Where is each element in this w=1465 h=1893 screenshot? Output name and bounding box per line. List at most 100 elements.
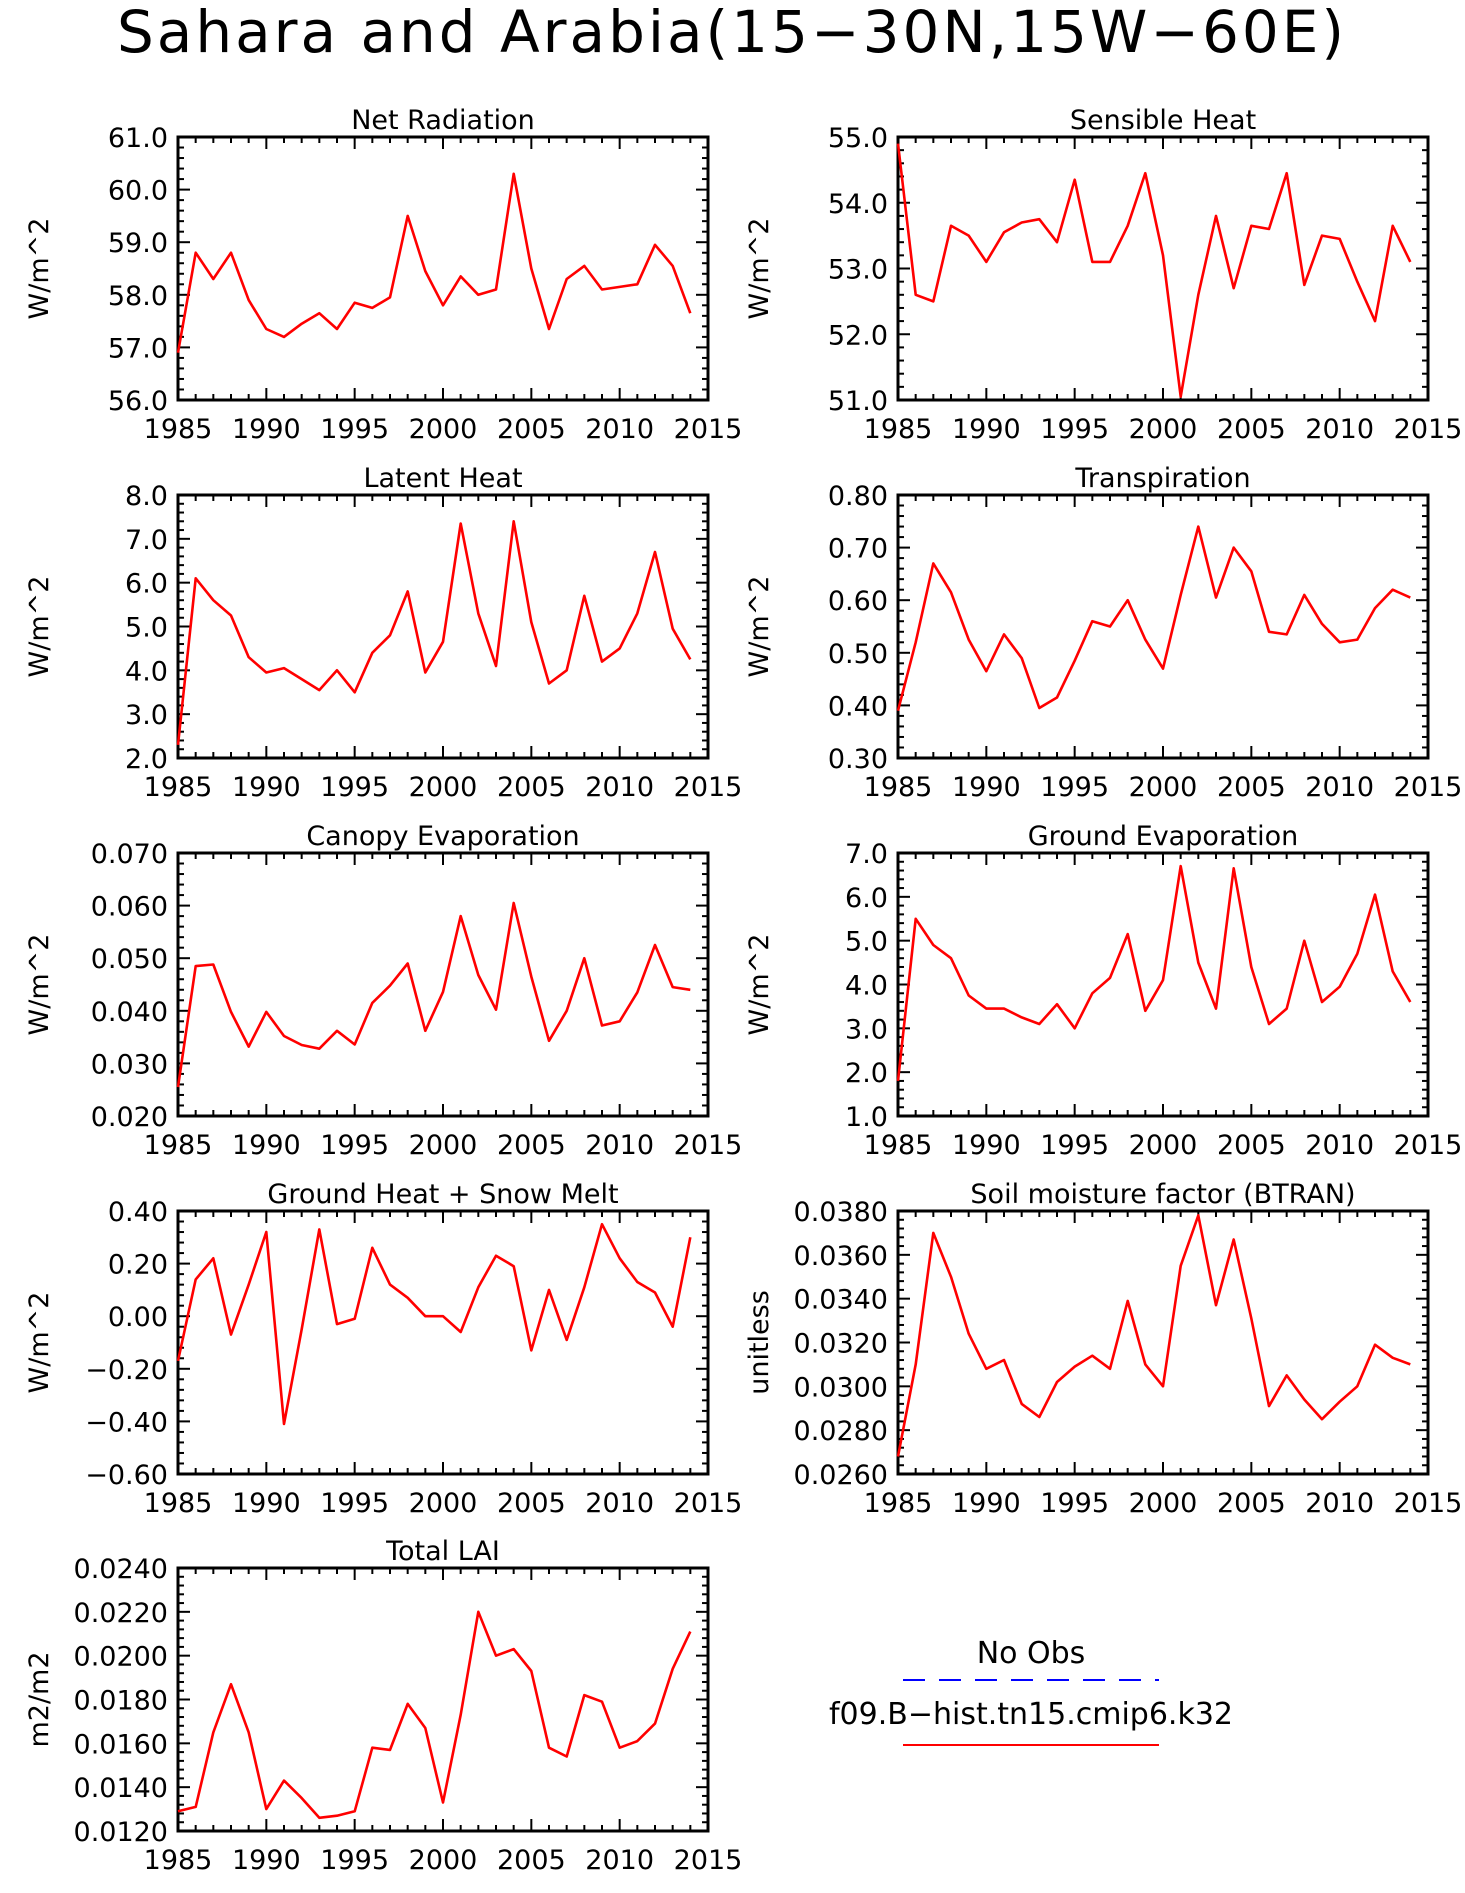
y-tick-label: 56.0 bbox=[108, 386, 168, 417]
y-tick-label: 0.0340 bbox=[794, 1285, 888, 1316]
series-line-net-radiation bbox=[176, 172, 692, 353]
x-tick-label: 1990 bbox=[232, 1488, 301, 1519]
y-tick-label: 7.0 bbox=[845, 839, 888, 870]
y-tick-label: 0.60 bbox=[828, 586, 888, 617]
x-tick-label: 2005 bbox=[497, 772, 566, 803]
y-tick-label: 0.40 bbox=[828, 691, 888, 722]
series-line-ground-heat-snow-melt bbox=[176, 1222, 692, 1426]
y-tick-label: 54.0 bbox=[828, 189, 888, 220]
x-tick-label: 1985 bbox=[144, 1845, 213, 1876]
x-tick-label: 2000 bbox=[1129, 1130, 1198, 1161]
y-tick-label: 0.0380 bbox=[794, 1197, 888, 1228]
panel-transpiration: Transpiration W/m^2 0.30 0.40 0.50 0.60 0.70 0.… bbox=[744, 463, 1462, 803]
y-tick-label: 59.0 bbox=[108, 228, 168, 259]
y-tick-label: 52.0 bbox=[828, 320, 888, 351]
y-tick-label: 4.0 bbox=[845, 971, 888, 1002]
x-tick-label: 2010 bbox=[1305, 1130, 1374, 1161]
x-tick-label: 2015 bbox=[1394, 1488, 1463, 1519]
y-tick-label: 0.0180 bbox=[74, 1686, 168, 1717]
y-tick-label: 0.0160 bbox=[74, 1729, 168, 1760]
x-tick-label: 1995 bbox=[1040, 1488, 1109, 1519]
y-tick-label: 0.0140 bbox=[74, 1773, 168, 1804]
x-tick-label: 2000 bbox=[409, 1488, 478, 1519]
y-axis-label: m2/m2 bbox=[24, 1651, 55, 1747]
x-tick-label: 2010 bbox=[585, 1488, 654, 1519]
x-tick-label: 2005 bbox=[497, 414, 566, 445]
panel-title: Canopy Evaporation bbox=[306, 821, 579, 852]
x-tick-label: 2000 bbox=[409, 414, 478, 445]
x-tick-label: 2005 bbox=[497, 1845, 566, 1876]
plot-frame bbox=[176, 493, 710, 760]
panel-title: Ground Evaporation bbox=[1028, 821, 1299, 852]
y-tick-label: 0.0120 bbox=[74, 1817, 168, 1848]
panel-title: Net Radiation bbox=[351, 105, 535, 136]
y-tick-label: −0.20 bbox=[85, 1355, 168, 1386]
y-tick-label: 1.0 bbox=[845, 1102, 888, 1133]
x-tick-label: 2010 bbox=[585, 1130, 654, 1161]
y-tick-label: 6.0 bbox=[845, 883, 888, 914]
y-tick-label: 0.20 bbox=[108, 1250, 168, 1281]
y-tick-label: 57.0 bbox=[108, 333, 168, 364]
panel-soil-moisture-factor: Soil moisture factor (BTRAN) unitless 0.02… bbox=[744, 1179, 1462, 1519]
x-tick-label: 2015 bbox=[674, 1488, 743, 1519]
x-tick-label: 1985 bbox=[144, 1130, 213, 1161]
y-tick-label: 58.0 bbox=[108, 281, 168, 312]
plot-frame bbox=[176, 851, 710, 1118]
y-tick-label: 0.40 bbox=[108, 1197, 168, 1228]
y-tick-label: 0.0260 bbox=[794, 1460, 888, 1491]
x-tick-label: 1985 bbox=[864, 1130, 933, 1161]
y-tick-label: 53.0 bbox=[828, 255, 888, 286]
y-tick-label: −0.40 bbox=[85, 1407, 168, 1438]
series-line-latent-heat bbox=[176, 519, 692, 746]
legend-obs-label: No Obs bbox=[977, 1636, 1086, 1671]
y-axis-label: W/m^2 bbox=[744, 576, 775, 678]
panel-ground-heat-snow-melt: Ground Heat + Snow Melt W/m^2 −0.60 −0.40 −0… bbox=[24, 1179, 742, 1519]
x-tick-label: 1990 bbox=[952, 772, 1021, 803]
panel-title: Ground Heat + Snow Melt bbox=[267, 1179, 618, 1210]
x-tick-label: 2000 bbox=[1129, 1488, 1198, 1519]
x-tick-label: 2005 bbox=[1217, 772, 1286, 803]
series-line-sensible-heat bbox=[896, 143, 1412, 399]
y-tick-label: 0.80 bbox=[828, 481, 888, 512]
x-tick-label: 2000 bbox=[1129, 772, 1198, 803]
y-tick-label: 0.0280 bbox=[794, 1416, 888, 1447]
y-tick-label: 0.50 bbox=[828, 639, 888, 670]
panel-latent-heat: Latent Heat W/m^2 2.0 3.0 4.0 5.0 6.0 7.0 8.0 198… bbox=[24, 463, 742, 803]
y-tick-label: 2.0 bbox=[845, 1058, 888, 1089]
x-tick-label: 1990 bbox=[232, 1845, 301, 1876]
x-tick-label: 1985 bbox=[864, 772, 933, 803]
series-line-canopy-evaporation bbox=[176, 901, 691, 1088]
panel-title: Soil moisture factor (BTRAN) bbox=[970, 1179, 1355, 1210]
x-tick-label: 2000 bbox=[409, 1845, 478, 1876]
x-tick-label: 2015 bbox=[674, 414, 743, 445]
y-tick-label: 2.0 bbox=[125, 744, 168, 775]
y-tick-label: 0.0240 bbox=[74, 1554, 168, 1585]
y-tick-label: 0.030 bbox=[91, 1049, 168, 1080]
y-tick-label: 0.70 bbox=[828, 534, 888, 565]
panel-title: Total LAI bbox=[385, 1536, 500, 1567]
x-tick-label: 2010 bbox=[585, 772, 654, 803]
y-axis-label: W/m^2 bbox=[744, 934, 775, 1036]
y-tick-label: 3.0 bbox=[125, 700, 168, 731]
y-tick-label: 0.060 bbox=[91, 892, 168, 923]
y-tick-label: 0.0360 bbox=[794, 1241, 888, 1272]
x-tick-label: 1985 bbox=[864, 414, 933, 445]
x-tick-label: 2005 bbox=[497, 1130, 566, 1161]
y-tick-label: 3.0 bbox=[845, 1014, 888, 1045]
x-tick-label: 1995 bbox=[320, 1488, 389, 1519]
y-tick-label: 0.0220 bbox=[74, 1598, 168, 1629]
x-tick-label: 2000 bbox=[1129, 414, 1198, 445]
y-axis-label: W/m^2 bbox=[24, 1292, 55, 1394]
y-axis-label: unitless bbox=[744, 1290, 775, 1395]
x-tick-label: 1995 bbox=[320, 1130, 389, 1161]
plot-frame bbox=[176, 135, 710, 402]
x-tick-label: 2010 bbox=[1305, 772, 1374, 803]
y-tick-label: 8.0 bbox=[125, 481, 168, 512]
panel-title: Sensible Heat bbox=[1070, 105, 1256, 136]
y-tick-label: −0.60 bbox=[85, 1460, 168, 1491]
legend-model-label: f09.B−hist.tn15.cmip6.k32 bbox=[829, 1697, 1233, 1732]
y-axis-label: W/m^2 bbox=[24, 576, 55, 678]
y-tick-label: 0.070 bbox=[91, 839, 168, 870]
plot-frame bbox=[896, 135, 1430, 402]
